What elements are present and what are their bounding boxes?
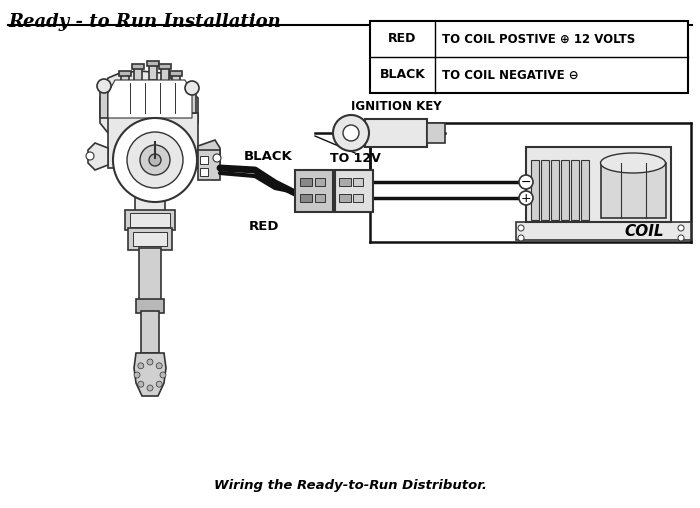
Bar bbox=[339, 178, 351, 186]
Bar bbox=[300, 178, 312, 186]
Bar bbox=[300, 194, 312, 202]
Bar bbox=[526, 147, 671, 222]
Text: BLACK: BLACK bbox=[379, 69, 426, 81]
Bar bbox=[198, 150, 220, 180]
Text: TO 12V: TO 12V bbox=[330, 152, 380, 166]
Bar bbox=[172, 74, 180, 90]
Text: TO COIL POSTIVE ⊕ 12 VOLTS: TO COIL POSTIVE ⊕ 12 VOLTS bbox=[442, 33, 636, 46]
Text: BLACK: BLACK bbox=[244, 149, 293, 163]
Circle shape bbox=[518, 225, 524, 231]
Circle shape bbox=[97, 79, 111, 93]
Bar bbox=[188, 91, 196, 113]
Circle shape bbox=[147, 385, 153, 391]
Bar bbox=[315, 194, 325, 202]
Circle shape bbox=[138, 381, 144, 387]
Polygon shape bbox=[100, 71, 198, 135]
Circle shape bbox=[518, 235, 524, 241]
Bar bbox=[132, 64, 144, 69]
Circle shape bbox=[138, 363, 144, 369]
Circle shape bbox=[213, 154, 221, 162]
Circle shape bbox=[86, 152, 94, 160]
Text: IGNITION KEY: IGNITION KEY bbox=[351, 101, 441, 113]
Bar bbox=[551, 160, 559, 220]
Bar bbox=[427, 123, 445, 143]
Bar bbox=[339, 194, 351, 202]
Text: TO COIL NEGATIVE ⊖: TO COIL NEGATIVE ⊖ bbox=[442, 69, 579, 81]
Bar bbox=[601, 163, 666, 218]
Bar bbox=[121, 74, 129, 90]
Bar bbox=[353, 178, 363, 186]
Bar bbox=[147, 61, 159, 66]
Bar bbox=[161, 67, 169, 83]
Bar bbox=[571, 160, 579, 220]
Ellipse shape bbox=[601, 153, 666, 173]
Text: Wiring the Ready-to-Run Distributor.: Wiring the Ready-to-Run Distributor. bbox=[214, 480, 486, 492]
Text: RED: RED bbox=[389, 33, 416, 46]
Polygon shape bbox=[198, 140, 220, 173]
Circle shape bbox=[134, 372, 140, 378]
Bar bbox=[130, 213, 170, 227]
Circle shape bbox=[343, 125, 359, 141]
Bar bbox=[516, 222, 691, 240]
Circle shape bbox=[149, 154, 161, 166]
Text: COIL: COIL bbox=[624, 225, 664, 239]
Bar bbox=[141, 311, 159, 353]
Bar bbox=[134, 67, 142, 83]
Circle shape bbox=[113, 118, 197, 202]
Bar bbox=[133, 232, 167, 246]
Circle shape bbox=[160, 372, 166, 378]
Bar bbox=[200, 156, 208, 164]
Text: Ready - to Run Installation: Ready - to Run Installation bbox=[8, 13, 281, 31]
Circle shape bbox=[519, 191, 533, 205]
Circle shape bbox=[678, 225, 684, 231]
Bar bbox=[561, 160, 569, 220]
Bar bbox=[136, 299, 164, 313]
Polygon shape bbox=[88, 143, 108, 170]
Circle shape bbox=[185, 81, 199, 95]
Text: +: + bbox=[521, 192, 531, 205]
Bar bbox=[135, 165, 165, 213]
Bar bbox=[108, 113, 198, 168]
Bar bbox=[170, 71, 182, 76]
Circle shape bbox=[678, 235, 684, 241]
Bar bbox=[119, 71, 131, 76]
Bar bbox=[370, 21, 688, 93]
Circle shape bbox=[519, 175, 533, 189]
Circle shape bbox=[140, 145, 170, 175]
Circle shape bbox=[147, 359, 153, 365]
Bar bbox=[541, 160, 549, 220]
Circle shape bbox=[127, 132, 183, 188]
Text: −: − bbox=[521, 175, 531, 188]
Bar bbox=[159, 64, 171, 69]
Bar bbox=[149, 64, 157, 80]
Bar bbox=[139, 248, 161, 303]
Circle shape bbox=[156, 363, 162, 369]
Bar bbox=[315, 178, 325, 186]
Circle shape bbox=[333, 115, 369, 151]
Bar bbox=[125, 210, 175, 230]
Polygon shape bbox=[108, 80, 192, 118]
Bar bbox=[100, 90, 108, 118]
Bar bbox=[581, 160, 589, 220]
Polygon shape bbox=[134, 353, 166, 396]
Text: RED: RED bbox=[248, 219, 279, 233]
Bar bbox=[128, 228, 172, 250]
Bar bbox=[353, 194, 363, 202]
Bar bbox=[531, 160, 539, 220]
Bar bbox=[295, 170, 333, 212]
Bar bbox=[365, 119, 427, 147]
Bar bbox=[200, 168, 208, 176]
Bar bbox=[335, 170, 373, 212]
Circle shape bbox=[156, 381, 162, 387]
